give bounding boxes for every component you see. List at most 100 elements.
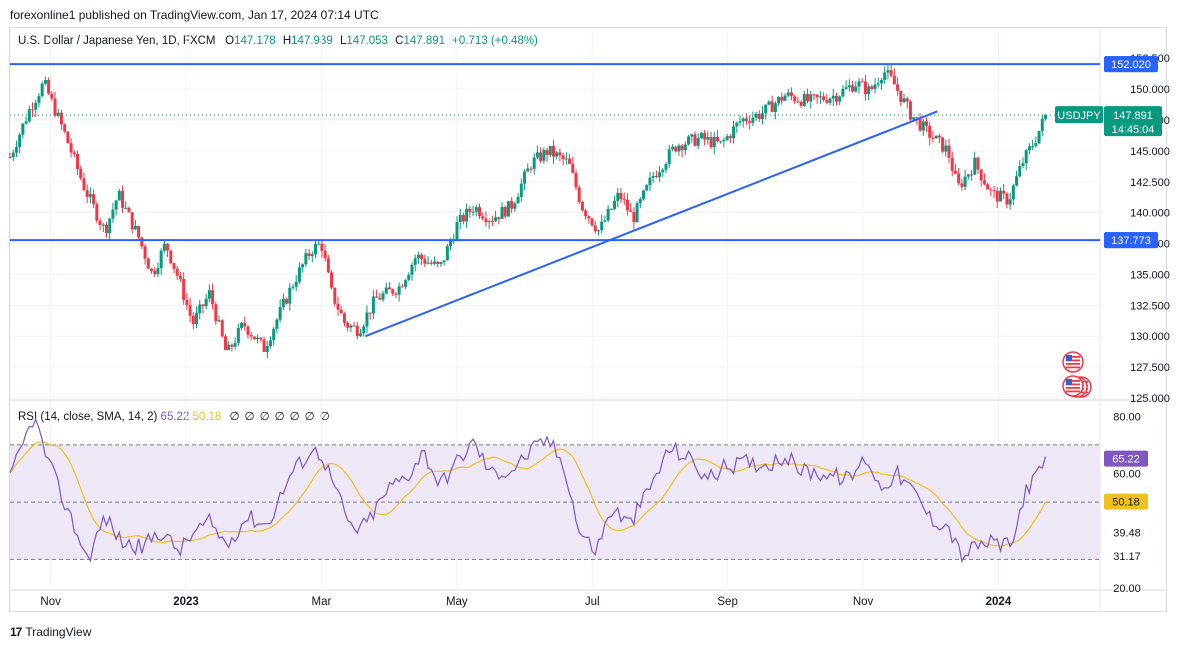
candle-body [368,312,372,314]
candle [687,134,691,146]
candle-body [130,212,134,230]
candle-body [1002,190,1006,194]
candle [934,135,938,139]
candle-body [207,290,211,299]
time-tick-label: Sep [717,596,737,608]
candle [931,130,935,143]
candle [523,169,527,191]
eye-off-icon[interactable]: ∅ [259,411,270,423]
candle [596,229,600,236]
candle-body [658,172,662,177]
candle [394,291,398,299]
price-tick-label: 140.000 [1130,208,1170,220]
rsi-line [9,417,1047,564]
candle [950,151,954,177]
candle-body [818,96,822,98]
candle-body [979,169,983,181]
candle-body [587,216,591,219]
candle-body [21,123,25,135]
candle [481,212,485,221]
candle [847,79,851,92]
candle [420,252,424,265]
candle-body [680,145,684,151]
candle [947,138,951,164]
candle-body [352,325,356,327]
eye-off-icon[interactable]: ∅ [289,411,300,423]
eye-off-icon[interactable]: ∅ [304,411,315,423]
candle-body [378,297,382,300]
candle-body [841,88,845,97]
candle [818,91,822,104]
rsi-tick-label: 80.00 [1113,411,1141,423]
candle-body [294,281,298,287]
rsi-title[interactable]: RSI (14, close, SMA, 14, 2) [18,411,158,423]
candle-body [11,152,15,158]
candle [793,94,797,105]
eye-off-icon[interactable]: ∅ [319,411,330,423]
candle [240,321,244,331]
candle-body [571,163,575,173]
candle [677,143,681,156]
candle-body [137,226,141,238]
candle [494,211,498,223]
candle [188,297,192,323]
eye-off-icon[interactable]: ∅ [244,411,255,423]
eye-off-icon[interactable]: ∅ [229,411,240,423]
close-value: 147.891 [403,35,446,47]
candle-body [172,263,176,269]
candle [979,169,983,187]
candle-body [510,201,514,209]
candle-body [609,208,613,210]
candle [1008,192,1012,210]
candle [542,147,546,164]
candle [378,293,382,300]
candle [719,140,723,144]
candle-body [50,93,54,99]
candle-body [757,113,761,119]
candle [243,316,247,331]
candle-body [497,217,501,219]
symbol-badge-label: USDJPY [1057,110,1101,122]
candle-body [8,157,12,159]
candle [185,293,189,310]
candle [561,153,565,166]
candle [352,321,356,327]
candle [175,266,179,280]
candle [998,187,1002,202]
candle [1037,130,1041,145]
candle-body [47,79,51,94]
candle [484,211,488,227]
candle-body [584,210,588,217]
candle-body [941,137,945,152]
candle-body [709,137,713,148]
candle-body [278,307,282,320]
candle-body [346,322,350,328]
candle [281,293,285,311]
candle-body [590,218,594,226]
candle [288,283,292,311]
symbol-badge [1055,106,1103,124]
candle-body [436,261,440,265]
candle [146,257,150,269]
candle [613,196,617,211]
candle-body [574,172,578,188]
candle-body [902,98,906,102]
candle-body [24,121,28,124]
candle-body [642,190,646,200]
candle-body [249,334,253,337]
candle [88,187,92,204]
candle [37,92,41,107]
candle-body [268,340,272,347]
candle [516,193,520,204]
candle-body [265,346,269,352]
candle-body [69,143,73,153]
candle-body [494,217,498,222]
candle-body [53,98,57,116]
candle [211,283,215,310]
candle [728,133,732,143]
eye-off-icon[interactable]: ∅ [274,411,285,423]
candle-body [793,96,797,102]
price-tick-label: 132.500 [1130,300,1170,312]
symbol-title[interactable]: U.S. Dollar / Japanese Yen, 1D, FXCM [18,35,216,47]
